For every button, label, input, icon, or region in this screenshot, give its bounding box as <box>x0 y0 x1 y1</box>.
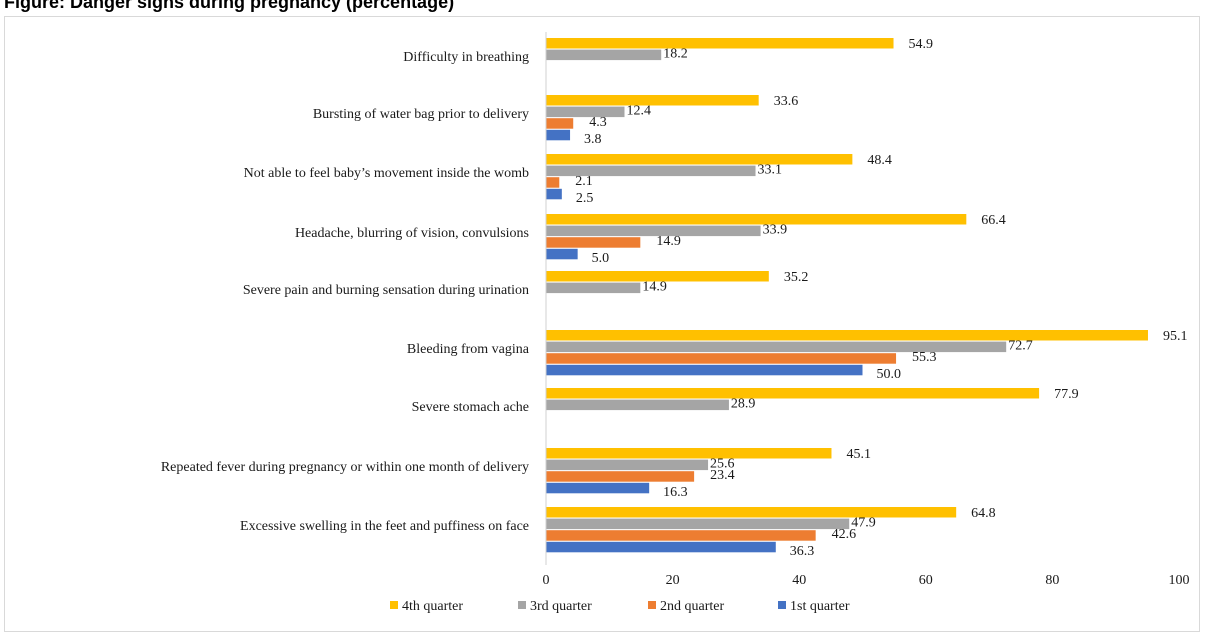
legend-swatch <box>518 601 526 609</box>
bar <box>546 459 709 471</box>
data-label: 77.9 <box>1054 387 1079 402</box>
data-label: 36.3 <box>790 544 815 559</box>
category-label: Repeated fever during pregnancy or withi… <box>161 460 529 475</box>
data-label: 12.4 <box>626 104 651 119</box>
bar <box>546 448 832 459</box>
data-label: 50.0 <box>877 367 902 382</box>
category-label: Bleeding from vagina <box>407 342 530 357</box>
bar <box>546 38 894 49</box>
category-label: Headache, blurring of vision, convulsion… <box>295 226 529 241</box>
data-label: 18.2 <box>663 47 688 62</box>
data-label: 64.8 <box>971 506 996 521</box>
x-tick-label: 80 <box>1045 573 1059 588</box>
data-label: 35.2 <box>784 270 809 285</box>
bar <box>546 518 850 530</box>
bar <box>546 388 1040 399</box>
category-label: Excessive swelling in the feet and puffi… <box>240 519 529 534</box>
bar <box>546 399 729 411</box>
x-tick-label: 100 <box>1169 573 1190 588</box>
bar <box>546 341 1007 353</box>
legend-swatch <box>648 601 656 609</box>
legend-swatch <box>390 601 398 609</box>
data-label: 2.1 <box>575 174 593 189</box>
data-label: 3.8 <box>584 132 602 147</box>
legend-label: 4th quarter <box>402 599 463 614</box>
data-label: 33.9 <box>763 223 788 238</box>
value-labels: 54.9 18.2 33.6 12.4 4.3 3.8 48.4 33.1 2.1 2.5 66.4… <box>575 37 1187 559</box>
bar <box>546 353 897 364</box>
bar <box>546 95 759 106</box>
bar <box>546 188 562 200</box>
bar <box>546 364 863 376</box>
category-labels: Difficulty in breathing Bursting of water… <box>161 50 530 534</box>
data-label: 33.6 <box>774 94 799 109</box>
x-tick-label: 60 <box>919 573 933 588</box>
chart-frame <box>4 16 1200 632</box>
data-label: 16.3 <box>663 485 688 500</box>
category-label: Difficulty in breathing <box>403 50 529 65</box>
bar <box>546 541 776 553</box>
category-label: Severe stomach ache <box>412 400 529 415</box>
bar <box>546 118 574 129</box>
data-label: 14.9 <box>642 280 667 295</box>
bar <box>546 154 853 165</box>
bars-layer <box>546 38 1148 553</box>
x-tick-label: 0 <box>543 573 550 588</box>
data-label: 25.6 <box>710 457 735 472</box>
data-label: 47.9 <box>851 516 876 531</box>
legend-label: 3rd quarter <box>530 599 592 614</box>
bar <box>546 237 641 248</box>
data-label: 55.3 <box>912 350 937 365</box>
data-label: 42.6 <box>832 527 857 542</box>
data-label: 54.9 <box>909 37 934 52</box>
legend-swatch <box>778 601 786 609</box>
bar <box>546 282 641 294</box>
bar <box>546 165 756 177</box>
x-tick-label: 40 <box>792 573 806 588</box>
legend-label: 1st quarter <box>790 599 850 614</box>
bar <box>546 471 695 482</box>
data-label: 5.0 <box>592 251 610 266</box>
data-label: 28.9 <box>731 397 756 412</box>
bar <box>546 530 816 541</box>
category-label: Severe pain and burning sensation during… <box>243 283 529 298</box>
data-label: 2.5 <box>576 191 594 206</box>
data-label: 45.1 <box>846 447 871 462</box>
bar <box>546 214 967 225</box>
bar <box>546 106 625 118</box>
bar <box>546 482 650 494</box>
data-label: 23.4 <box>710 468 735 483</box>
page-title: Figure: Danger signs during pregnancy (p… <box>4 0 455 12</box>
x-tick-label: 20 <box>666 573 680 588</box>
bar <box>546 177 560 188</box>
data-label: 66.4 <box>981 213 1006 228</box>
data-label: 72.7 <box>1008 339 1032 354</box>
bar <box>546 507 957 518</box>
data-label: 33.1 <box>758 163 783 178</box>
category-label: Not able to feel baby’s movement inside … <box>244 166 529 181</box>
bar <box>546 248 578 260</box>
data-label: 48.4 <box>867 153 892 168</box>
bar <box>546 225 761 237</box>
legend: 4th quarter 3rd quarter 2nd quarter 1st qua… <box>390 599 850 614</box>
data-label: 14.9 <box>656 234 681 249</box>
bar <box>546 129 571 141</box>
data-label: 95.1 <box>1163 329 1188 344</box>
bar <box>546 330 1148 341</box>
category-label: Bursting of water bag prior to delivery <box>313 107 529 122</box>
data-label: 4.3 <box>589 115 607 130</box>
legend-label: 2nd quarter <box>660 599 724 614</box>
x-axis: 0 20 40 60 80 100 <box>543 32 1190 588</box>
bar <box>546 49 662 61</box>
bar <box>546 271 769 282</box>
